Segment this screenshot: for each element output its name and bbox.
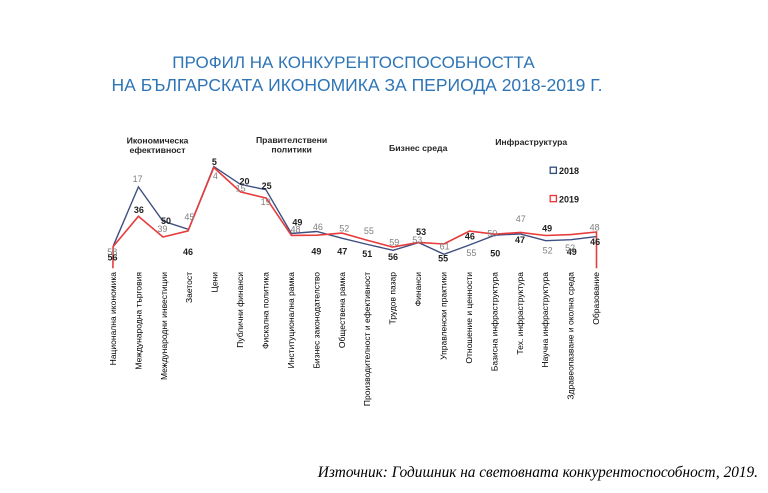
svg-text:Обществена рамка: Обществена рамка	[337, 272, 347, 348]
svg-text:20: 20	[239, 176, 249, 186]
svg-text:55: 55	[438, 254, 448, 264]
svg-text:49: 49	[292, 218, 302, 228]
svg-text:50: 50	[487, 229, 497, 239]
svg-text:55: 55	[466, 248, 476, 258]
svg-text:58: 58	[107, 247, 117, 257]
svg-text:46: 46	[465, 232, 475, 242]
svg-text:ефективност: ефективност	[130, 145, 187, 155]
svg-text:Тех. инфраструктура: Тех. инфраструктура	[515, 272, 525, 355]
svg-text:Международни инвестиции: Международни инвестиции	[159, 272, 169, 380]
svg-text:Национална икономика: Национална икономика	[108, 272, 118, 366]
svg-text:Правителствени: Правителствени	[256, 135, 327, 145]
svg-text:Инфраструктура: Инфраструктура	[495, 137, 567, 147]
svg-text:17: 17	[133, 174, 143, 184]
svg-text:46: 46	[313, 222, 323, 232]
svg-text:46: 46	[183, 247, 193, 257]
svg-text:47: 47	[515, 235, 525, 245]
svg-text:Заетост: Заетост	[184, 272, 194, 303]
svg-text:Научна инфраструктура: Научна инфраструктура	[540, 272, 550, 368]
svg-text:59: 59	[389, 238, 399, 248]
svg-text:Образование: Образование	[591, 272, 601, 325]
svg-text:48: 48	[590, 223, 600, 233]
svg-text:Производителност и ефективност: Производителност и ефективност	[362, 272, 372, 406]
svg-text:50: 50	[490, 249, 500, 259]
svg-text:56: 56	[107, 252, 117, 262]
svg-text:49: 49	[311, 247, 321, 257]
svg-text:Публични финанси: Публични финанси	[235, 272, 245, 348]
svg-text:45: 45	[184, 212, 194, 222]
svg-text:2019: 2019	[559, 194, 579, 204]
svg-text:36: 36	[134, 205, 144, 215]
svg-text:46: 46	[590, 237, 600, 247]
svg-text:Базисна инфраструктура: Базисна инфраструктура	[489, 272, 499, 371]
svg-text:56: 56	[388, 252, 398, 262]
svg-text:52: 52	[565, 243, 575, 253]
svg-text:52: 52	[339, 224, 349, 234]
svg-text:Икономическа: Икономическа	[127, 136, 189, 146]
svg-text:48: 48	[290, 225, 300, 235]
svg-text:5: 5	[212, 157, 217, 167]
svg-text:Финанси: Финанси	[413, 272, 423, 307]
svg-text:2018: 2018	[559, 166, 579, 176]
svg-text:политики: политики	[271, 144, 311, 154]
svg-text:Отношение и ценности: Отношение и ценности	[464, 272, 474, 364]
svg-text:51: 51	[362, 249, 372, 259]
svg-text:15: 15	[236, 183, 246, 193]
svg-text:49: 49	[567, 247, 577, 257]
svg-text:4: 4	[213, 171, 218, 181]
svg-text:52: 52	[543, 245, 553, 255]
svg-text:Международна търговия: Международна търговия	[133, 272, 143, 370]
svg-text:Бизнес среда: Бизнес среда	[389, 143, 448, 153]
svg-text:39: 39	[157, 224, 167, 234]
svg-text:Институционална рамка: Институционална рамка	[286, 272, 296, 369]
svg-text:Фискална политика: Фискална политика	[261, 272, 271, 349]
svg-text:55: 55	[364, 226, 374, 236]
svg-text:50: 50	[161, 216, 171, 226]
svg-text:25: 25	[262, 181, 272, 191]
svg-text:Трудов пазар: Трудов пазар	[388, 272, 398, 325]
svg-text:19: 19	[261, 197, 271, 207]
svg-text:53: 53	[412, 235, 422, 245]
svg-text:Бизнес законодателство: Бизнес законодателство	[311, 272, 321, 369]
svg-text:Цени: Цени	[210, 272, 220, 293]
svg-text:49: 49	[542, 224, 552, 234]
svg-text:Здравеопазване и околна среда: Здравеопазване и околна среда	[566, 272, 576, 400]
svg-text:47: 47	[337, 247, 347, 257]
svg-text:61: 61	[440, 242, 450, 252]
svg-text:53: 53	[416, 227, 426, 237]
svg-text:47: 47	[516, 214, 526, 224]
svg-text:Управленски практики: Управленски практики	[439, 272, 449, 360]
